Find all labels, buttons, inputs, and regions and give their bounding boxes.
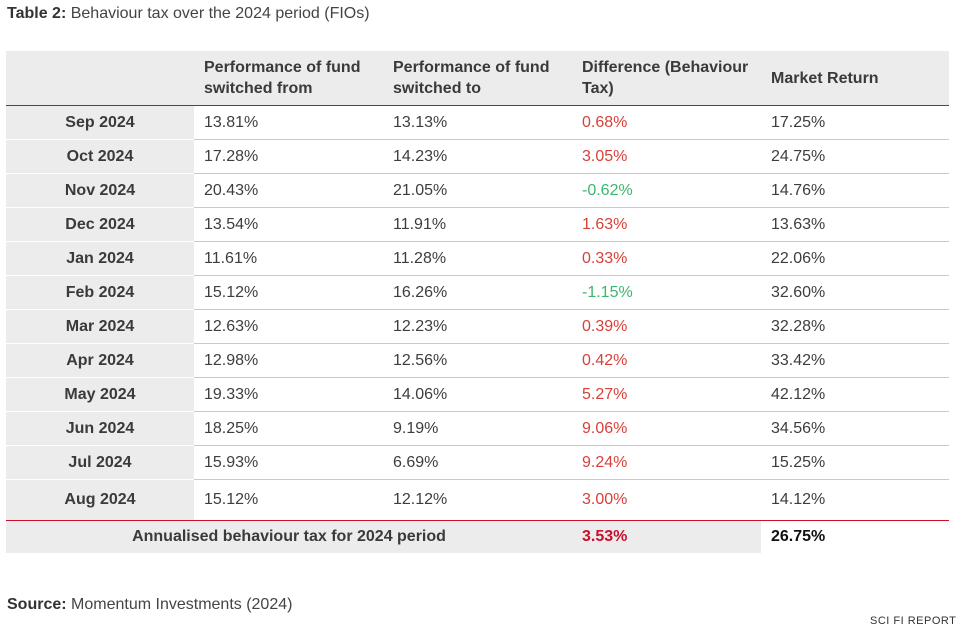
footer-brand: SCI FI REPORT [870,615,957,627]
cell-switched-from: 20.43% [194,173,383,208]
summary-tax-value: 3.53% [572,520,761,553]
cell-month: Feb 2024 [6,275,194,310]
cell-switched-to: 14.23% [383,139,572,174]
cell-month: Jun 2024 [6,411,194,446]
cell-difference: 1.63% [572,207,761,242]
summary-market-value: 26.75% [761,520,949,553]
cell-difference: 9.24% [572,445,761,480]
table-row: Jun 2024 18.25% 9.19% 9.06% 34.56% [6,411,949,446]
table-row: May 2024 19.33% 14.06% 5.27% 42.12% [6,377,949,412]
source-text: Momentum Investments (2024) [71,596,293,613]
cell-switched-to: 14.06% [383,377,572,412]
table-row: Dec 2024 13.54% 11.91% 1.63% 13.63% [6,207,949,242]
cell-switched-to: 21.05% [383,173,572,208]
cell-switched-from: 17.28% [194,139,383,174]
cell-switched-from: 15.12% [194,479,383,521]
header-row: Performance of fund switched from Perfor… [6,51,949,106]
cell-market-return: 24.75% [761,139,949,174]
cell-switched-from: 12.63% [194,309,383,344]
cell-market-return: 14.12% [761,479,949,521]
cell-switched-from: 19.33% [194,377,383,412]
cell-month: Aug 2024 [6,479,194,521]
cell-market-return: 42.12% [761,377,949,412]
cell-month: Mar 2024 [6,309,194,344]
cell-difference: 0.39% [572,309,761,344]
cell-market-return: 34.56% [761,411,949,446]
table-header: Performance of fund switched from Perfor… [6,51,949,106]
table-row: Feb 2024 15.12% 16.26% -1.15% 32.60% [6,275,949,310]
cell-month: Sep 2024 [6,105,194,140]
table-row: Apr 2024 12.98% 12.56% 0.42% 33.42% [6,343,949,378]
source-label: Source: [7,596,67,613]
cell-switched-to: 12.12% [383,479,572,521]
cell-difference: 3.05% [572,139,761,174]
table-title: Table 2: Behaviour tax over the 2024 per… [7,5,370,23]
behaviour-tax-table: Performance of fund switched from Perfor… [6,51,949,553]
cell-market-return: 13.63% [761,207,949,242]
header-empty-cell [6,51,194,106]
table-row: Aug 2024 15.12% 12.12% 3.00% 14.12% [6,479,949,521]
header-difference: Difference (Behaviour Tax) [572,51,761,106]
cell-difference: 3.00% [572,479,761,521]
header-switched-to: Performance of fund switched to [383,51,572,106]
cell-month: Dec 2024 [6,207,194,242]
table-title-label: Table 2: [7,5,67,22]
cell-switched-from: 12.98% [194,343,383,378]
cell-switched-from: 18.25% [194,411,383,446]
table-body: Sep 2024 13.81% 13.13% 0.68% 17.25% Oct 2024 1… [6,105,949,521]
cell-switched-to: 13.13% [383,105,572,140]
table-title-text: Behaviour tax over the 2024 period (FIOs… [70,5,370,22]
table-summary: Annualised behaviour tax for 2024 period… [6,520,949,553]
cell-market-return: 33.42% [761,343,949,378]
cell-difference: 0.68% [572,105,761,140]
cell-switched-from: 13.81% [194,105,383,140]
cell-month: Jul 2024 [6,445,194,480]
cell-switched-to: 16.26% [383,275,572,310]
cell-difference: 0.33% [572,241,761,276]
cell-switched-to: 11.28% [383,241,572,276]
cell-market-return: 14.76% [761,173,949,208]
cell-market-return: 32.60% [761,275,949,310]
cell-difference: 5.27% [572,377,761,412]
summary-label: Annualised behaviour tax for 2024 period [6,520,572,553]
table-row: Nov 2024 20.43% 21.05% -0.62% 14.76% [6,173,949,208]
table-row: Oct 2024 17.28% 14.23% 3.05% 24.75% [6,139,949,174]
cell-market-return: 15.25% [761,445,949,480]
table-row: Mar 2024 12.63% 12.23% 0.39% 32.28% [6,309,949,344]
cell-switched-from: 15.93% [194,445,383,480]
cell-difference: -1.15% [572,275,761,310]
cell-switched-from: 13.54% [194,207,383,242]
cell-market-return: 17.25% [761,105,949,140]
table-row: Jan 2024 11.61% 11.28% 0.33% 22.06% [6,241,949,276]
cell-switched-to: 6.69% [383,445,572,480]
header-switched-from: Performance of fund switched from [194,51,383,106]
cell-switched-to: 12.23% [383,309,572,344]
cell-market-return: 32.28% [761,309,949,344]
header-market-return: Market Return [761,51,949,106]
cell-difference: 9.06% [572,411,761,446]
table-row: Sep 2024 13.81% 13.13% 0.68% 17.25% [6,105,949,140]
cell-switched-from: 11.61% [194,241,383,276]
summary-row: Annualised behaviour tax for 2024 period… [6,520,949,553]
cell-difference: -0.62% [572,173,761,208]
cell-switched-to: 12.56% [383,343,572,378]
cell-switched-to: 9.19% [383,411,572,446]
cell-month: May 2024 [6,377,194,412]
source-note: Source: Momentum Investments (2024) [7,596,292,614]
cell-month: Jan 2024 [6,241,194,276]
cell-switched-to: 11.91% [383,207,572,242]
cell-switched-from: 15.12% [194,275,383,310]
cell-month: Oct 2024 [6,139,194,174]
cell-month: Nov 2024 [6,173,194,208]
cell-month: Apr 2024 [6,343,194,378]
table-row: Jul 2024 15.93% 6.69% 9.24% 15.25% [6,445,949,480]
cell-difference: 0.42% [572,343,761,378]
cell-market-return: 22.06% [761,241,949,276]
